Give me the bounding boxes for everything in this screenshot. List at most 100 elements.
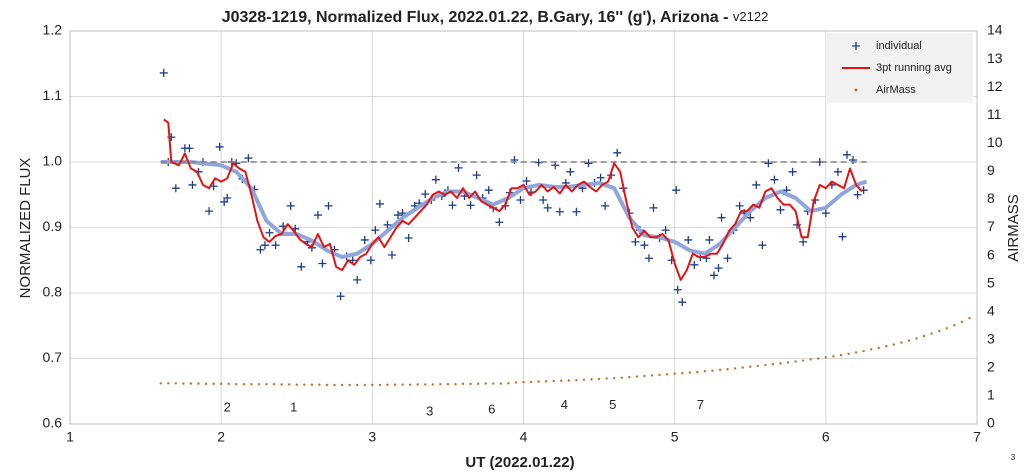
- airmass-dot: [318, 383, 321, 386]
- airmass-dot: [167, 382, 170, 385]
- airmass-dot: [469, 382, 472, 386]
- airmass-dot: [295, 383, 298, 386]
- x-tick-label: 4: [520, 429, 528, 445]
- data-point: [601, 201, 610, 210]
- data-point: [271, 241, 280, 250]
- x-tick-label: 6: [822, 429, 830, 445]
- data-point: [640, 241, 649, 250]
- airmass-dot: [416, 383, 419, 386]
- airmass-dot: [915, 337, 918, 340]
- data-point: [495, 218, 504, 227]
- airmass-dot: [658, 373, 661, 377]
- airmass-dot: [628, 375, 631, 379]
- x-tick-label: 2: [217, 429, 225, 445]
- data-point: [448, 201, 457, 210]
- annotation: 5: [609, 397, 616, 412]
- y-tick-label: 0.6: [43, 415, 63, 431]
- airmass-dot: [363, 383, 366, 387]
- airmass-dot: [386, 383, 389, 386]
- airmass-dot: [718, 368, 722, 372]
- airmass-dot: [582, 378, 586, 381]
- y2-tick-label: 9: [987, 162, 995, 178]
- airmass-dot: [839, 354, 843, 357]
- data-point: [318, 259, 327, 268]
- data-point: [752, 180, 761, 189]
- annotation: 6: [488, 402, 495, 417]
- data-point: [746, 213, 755, 222]
- data-point: [313, 211, 322, 220]
- x-tick-label: 1: [66, 429, 74, 445]
- data-point: [543, 203, 552, 212]
- data-point: [764, 159, 773, 168]
- airmass-dot: [431, 383, 434, 386]
- airmass-dot: [953, 323, 956, 327]
- chart-title: J0328-1219, Normalized Flux, 2022.01.22,…: [222, 9, 769, 26]
- airmass-dot: [484, 382, 487, 385]
- y2-tick-label: 3: [987, 330, 995, 346]
- airmass-dot: [869, 348, 873, 351]
- airmass-dot: [393, 383, 397, 386]
- airmass-dot: [235, 382, 238, 386]
- data-point: [631, 237, 640, 246]
- airmass-dot: [310, 383, 314, 386]
- y-axis-label: NORMALIZED FLUX: [17, 158, 34, 299]
- x-tick-label: 5: [671, 429, 679, 445]
- title-suffix: v2122: [733, 9, 768, 24]
- data-point: [360, 235, 369, 244]
- data-point: [286, 201, 295, 210]
- airmass-dot: [424, 383, 427, 386]
- y2-tick-label: 11: [987, 106, 1002, 122]
- annotation: 1: [290, 400, 297, 415]
- y2-axis-label: AIRMASS: [1005, 194, 1022, 262]
- airmass-dot: [930, 332, 933, 335]
- airmass-dot: [650, 374, 654, 377]
- airmass-dot: [204, 382, 208, 386]
- airmass-dot: [801, 359, 805, 362]
- data-point: [821, 209, 830, 218]
- data-point: [431, 175, 440, 184]
- airmass-dot: [287, 383, 291, 386]
- airmass-dot: [242, 382, 246, 386]
- airmass-dot: [454, 382, 457, 386]
- airmass-dot: [877, 346, 880, 350]
- data-point: [709, 271, 718, 280]
- data-point: [735, 201, 744, 210]
- data-point: [849, 156, 858, 165]
- data-point: [171, 184, 180, 193]
- data-point: [853, 190, 862, 199]
- airmass-dot: [272, 382, 276, 386]
- data-point: [366, 256, 375, 265]
- data-point: [188, 180, 197, 189]
- data-point: [297, 262, 306, 271]
- data-point: [799, 237, 808, 246]
- airmass-dot: [681, 371, 684, 375]
- airmass-dot: [960, 320, 964, 324]
- data-point: [842, 150, 851, 159]
- data-point: [717, 213, 726, 222]
- data-point: [454, 163, 463, 172]
- airmass-dot: [408, 383, 412, 386]
- data-point: [705, 235, 714, 244]
- y2-tick-label: 7: [987, 218, 995, 234]
- airmass-dot: [688, 371, 691, 374]
- data-point: [566, 167, 575, 176]
- airmass-dot: [265, 382, 268, 386]
- title-main: J0328-1219, Normalized Flux, 2022.01.22,…: [222, 9, 733, 26]
- y2-tick-label: 6: [987, 246, 995, 262]
- airmass-dot: [182, 382, 185, 385]
- legend-label: AirMass: [876, 84, 916, 96]
- airmass-dot: [854, 351, 858, 354]
- airmass-dot: [227, 382, 230, 386]
- data-point: [375, 199, 384, 208]
- airmass-dot: [476, 382, 480, 386]
- data-point: [555, 207, 564, 216]
- data-point: [394, 211, 403, 220]
- y2-tick-label: 2: [987, 359, 995, 375]
- data-point: [256, 245, 265, 254]
- airmass-dot: [461, 382, 465, 386]
- legend-symbol: [854, 88, 858, 92]
- airmass-dot: [665, 373, 669, 376]
- airmass-dot: [945, 327, 948, 330]
- airmass-dot: [696, 370, 699, 374]
